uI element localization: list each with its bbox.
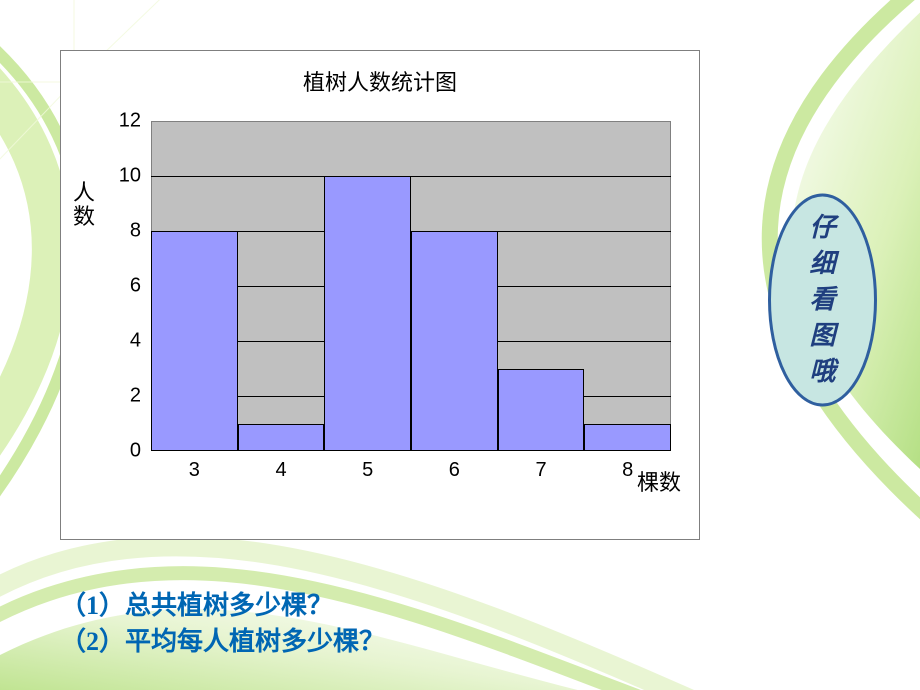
bar [151, 231, 238, 451]
question-1: （1）总共植树多少棵？ [60, 588, 385, 624]
bar [411, 231, 498, 451]
y-axis-label: 人数 [73, 181, 97, 229]
bar [238, 424, 325, 452]
x-tick-label: 5 [362, 459, 373, 482]
callout-text: 仔细看图哦 [765, 190, 880, 410]
question-2: （2）平均每人植树多少棵？ [60, 624, 385, 660]
y-tick-label: 4 [130, 330, 141, 353]
y-tick-label: 12 [119, 110, 141, 133]
callout-char: 图 [809, 318, 835, 354]
x-tick-label: 7 [535, 459, 546, 482]
x-axis-label: 棵数 [637, 465, 681, 497]
chart-panel: 植树人数统计图 人数 棵数 024681012345678 [60, 50, 700, 540]
y-tick-label: 8 [130, 220, 141, 243]
bar [324, 176, 411, 451]
callout-char: 仔 [809, 210, 835, 246]
x-tick-label: 3 [189, 459, 200, 482]
callout-bubble: 仔细看图哦 [765, 190, 880, 410]
x-tick-label: 4 [275, 459, 286, 482]
x-tick-label: 6 [449, 459, 460, 482]
callout-char: 看 [809, 282, 835, 318]
y-tick-label: 10 [119, 165, 141, 188]
plot-area: 024681012345678 [151, 121, 671, 451]
y-tick-label: 0 [130, 440, 141, 463]
bar [584, 424, 671, 452]
bar [498, 369, 585, 452]
x-tick-label: 8 [622, 459, 633, 482]
chart-title: 植树人数统计图 [61, 51, 699, 97]
y-tick-label: 6 [130, 275, 141, 298]
questions-block: （1）总共植树多少棵？ （2）平均每人植树多少棵？ [60, 588, 385, 660]
callout-char: 哦 [809, 354, 835, 390]
y-tick-label: 2 [130, 385, 141, 408]
gridline [151, 176, 671, 177]
callout-char: 细 [809, 246, 835, 282]
